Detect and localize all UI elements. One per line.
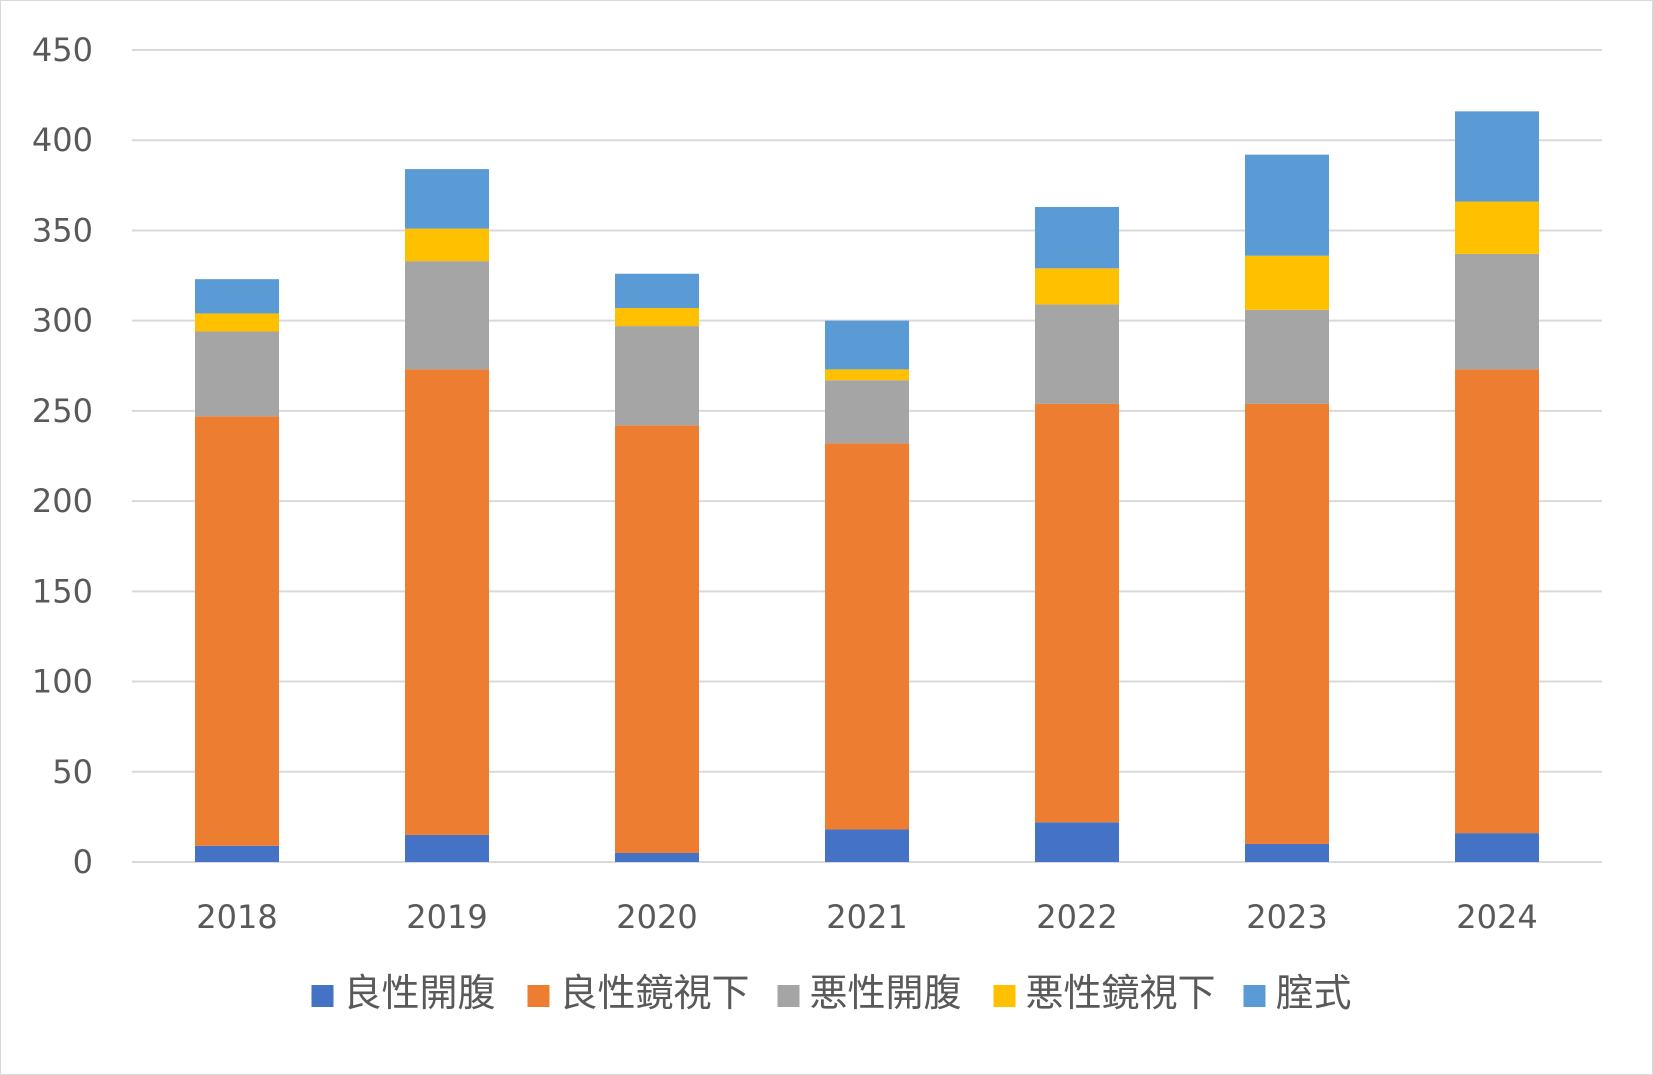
x-tick-label: 2022: [1036, 898, 1117, 936]
bar-segment-2018-3: [195, 313, 279, 332]
bar-segment-2020-2: [615, 326, 699, 426]
bar-segment-2020-4: [615, 273, 699, 309]
y-tick-label: 350: [32, 211, 93, 249]
bar-segment-2024-2: [1455, 253, 1539, 370]
bar-segment-2024-4: [1455, 111, 1539, 202]
bar-segment-2020-0: [615, 852, 699, 862]
bar-segment-2022-0: [1035, 822, 1119, 862]
legend-swatch: [311, 985, 334, 1007]
y-tick-label: 250: [32, 392, 93, 430]
legend-label: 良性鏡視下: [560, 971, 750, 1015]
bar-segment-2018-1: [195, 416, 279, 846]
bars: [195, 111, 1539, 862]
bar-segment-2020-3: [615, 308, 699, 327]
legend-label: 悪性鏡視下: [1026, 971, 1216, 1015]
bar-segment-2018-4: [195, 279, 279, 314]
bar-segment-2022-1: [1035, 403, 1119, 823]
bar-segment-2021-4: [825, 320, 909, 370]
bar-segment-2019-0: [405, 834, 489, 862]
bar-segment-2018-2: [195, 331, 279, 417]
bar-segment-2023-3: [1245, 255, 1329, 310]
x-tick-label: 2021: [826, 898, 907, 936]
bar-segment-2022-4: [1035, 206, 1119, 269]
bar-segment-2019-4: [405, 169, 489, 229]
legend-swatch: [777, 985, 800, 1007]
legend-label: 良性開腹: [344, 971, 496, 1015]
x-tick-label: 2019: [406, 898, 487, 936]
bar-segment-2024-3: [1455, 201, 1539, 254]
bar-segment-2021-3: [825, 369, 909, 381]
bar-segment-2019-2: [405, 261, 489, 370]
legend-label: 悪性開腹: [810, 971, 962, 1015]
bar-segment-2023-4: [1245, 154, 1329, 256]
x-tick-label: 2020: [616, 898, 697, 936]
y-tick-label: 0: [73, 843, 93, 881]
bar-segment-2021-1: [825, 443, 909, 830]
legend: 良性開腹 良性鏡視下 悪性開腹 悪性鏡視下 腟式: [311, 971, 1352, 1015]
x-axis-tick-labels: 2018 2019 2020 2021 2022 2023 2024: [196, 898, 1537, 936]
x-tick-label: 2023: [1246, 898, 1327, 936]
y-tick-label: 100: [32, 663, 93, 701]
bar-segment-2023-2: [1245, 309, 1329, 404]
bar-segment-2023-0: [1245, 843, 1329, 862]
bar-segment-2020-1: [615, 425, 699, 853]
bar-segment-2019-1: [405, 369, 489, 835]
y-tick-label: 300: [32, 302, 93, 340]
bar-segment-2022-3: [1035, 268, 1119, 305]
gridlines: [132, 49, 1602, 863]
bar-segment-2024-1: [1455, 369, 1539, 834]
bar-segment-2019-3: [405, 228, 489, 262]
legend-swatch: [1243, 985, 1266, 1007]
y-tick-label: 150: [32, 572, 93, 610]
bar-segment-2021-2: [825, 380, 909, 444]
y-tick-label: 400: [32, 121, 93, 159]
bar-segment-2023-1: [1245, 403, 1329, 844]
legend-label: 腟式: [1276, 971, 1352, 1015]
x-tick-label: 2018: [196, 898, 277, 936]
y-axis-tick-labels: 0 50 100 150 200 250 300 350 400 450: [32, 31, 93, 881]
y-tick-label: 200: [32, 482, 93, 520]
legend-swatch: [993, 985, 1016, 1007]
bar-segment-2021-0: [825, 829, 909, 862]
bar-segment-2022-2: [1035, 304, 1119, 404]
legend-swatch: [527, 985, 550, 1007]
x-tick-label: 2024: [1456, 898, 1537, 936]
bar-segment-2018-0: [195, 845, 279, 862]
y-tick-label: 450: [32, 31, 93, 69]
bar-segment-2024-0: [1455, 833, 1539, 862]
y-tick-label: 50: [52, 753, 93, 791]
